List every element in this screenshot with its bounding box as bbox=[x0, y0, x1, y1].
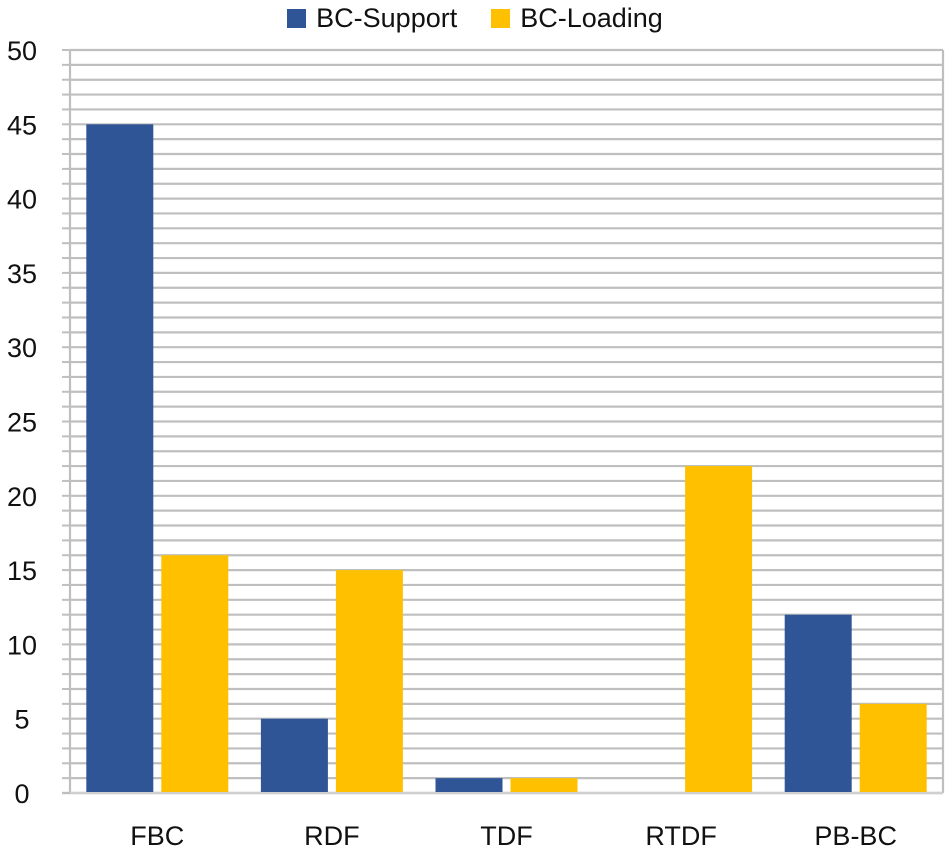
y-tick-label: 20 bbox=[7, 482, 37, 512]
x-axis-labels: FBC RDF TDF RTDF PB-BC bbox=[130, 821, 897, 851]
bar-bc-loading-pb-bc bbox=[859, 703, 927, 792]
bars bbox=[86, 124, 927, 793]
y-tick-label: 15 bbox=[7, 556, 37, 586]
bar-bc-support-rdf bbox=[260, 718, 328, 792]
bar-bc-loading-rtdf bbox=[685, 466, 753, 792]
y-axis-ticks bbox=[62, 49, 70, 794]
y-tick-label: 0 bbox=[14, 779, 29, 809]
y-tick-label: 10 bbox=[7, 630, 37, 660]
y-tick-label: 40 bbox=[7, 185, 37, 215]
bar-bc-support-tdf bbox=[435, 778, 503, 792]
legend-item-bc-loading: BC-Loading bbox=[491, 3, 663, 34]
y-tick-label: 35 bbox=[7, 259, 37, 289]
y-tick-label: 25 bbox=[7, 408, 37, 438]
y-axis-labels: 0 5 10 15 20 25 30 35 40 45 50 bbox=[7, 36, 37, 809]
y-tick-label: 45 bbox=[7, 110, 37, 140]
legend-swatch-bc-loading bbox=[491, 8, 511, 28]
legend-label-bc-support: BC-Support bbox=[316, 2, 458, 33]
legend-item-bc-support: BC-Support bbox=[287, 3, 457, 34]
bar-bc-support-pb-bc bbox=[784, 614, 852, 792]
legend-swatch-bc-support bbox=[287, 8, 307, 28]
bar-bc-loading-fbc bbox=[161, 555, 229, 792]
chart-legend: BC-Support BC-Loading bbox=[0, 0, 950, 36]
x-tick-label: RTDF bbox=[645, 821, 717, 851]
bar-bc-loading-rdf bbox=[335, 570, 403, 792]
x-tick-label: TDF bbox=[480, 821, 532, 851]
x-tick-label: RDF bbox=[304, 821, 360, 851]
x-tick-label: PB-BC bbox=[814, 821, 897, 851]
x-tick-label: FBC bbox=[130, 821, 184, 851]
bar-bc-loading-tdf bbox=[510, 778, 578, 792]
y-tick-label: 30 bbox=[7, 333, 37, 363]
y-tick-label: 50 bbox=[7, 36, 37, 66]
bar-bc-support-fbc bbox=[86, 124, 154, 793]
y-tick-label: 5 bbox=[14, 705, 29, 735]
legend-label-bc-loading: BC-Loading bbox=[520, 2, 663, 33]
